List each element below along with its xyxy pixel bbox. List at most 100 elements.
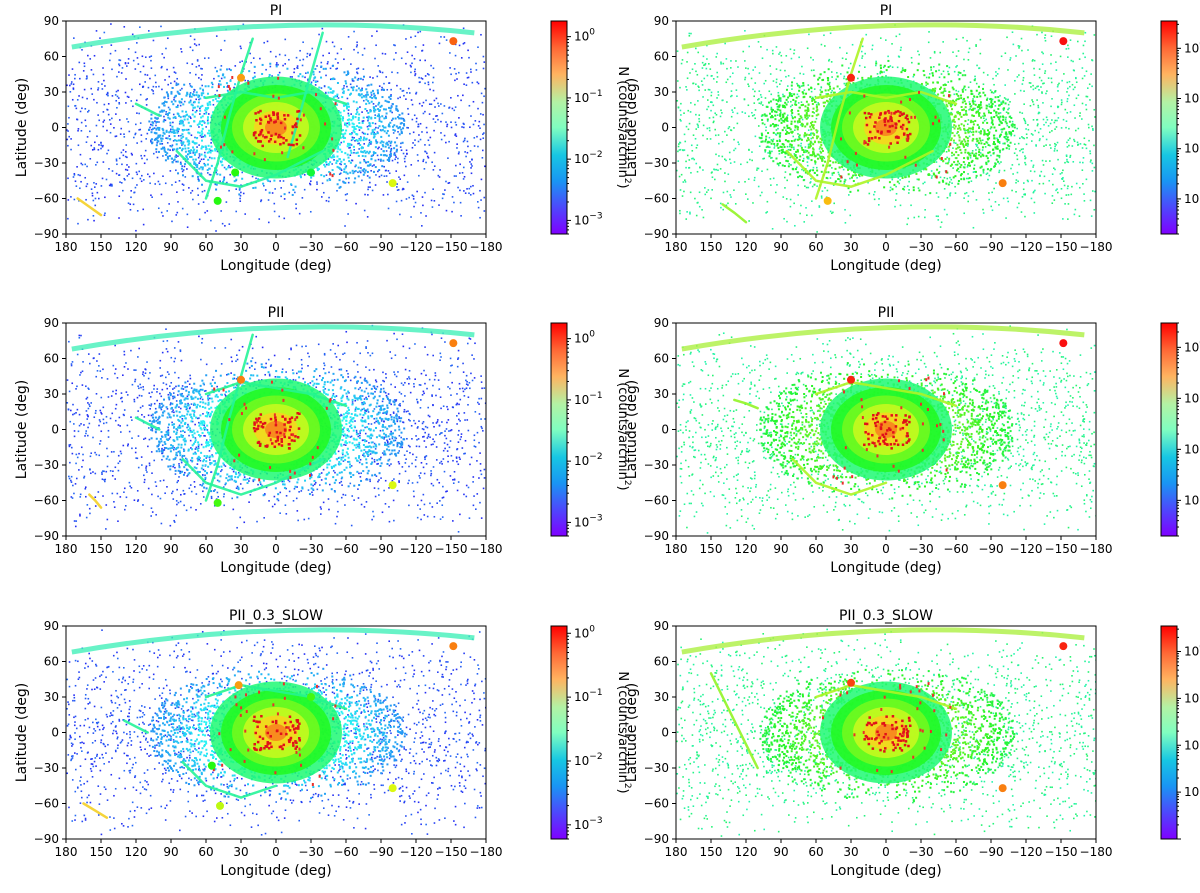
satellite-hotspot: [449, 339, 458, 348]
x-tick-label: 60: [808, 542, 823, 556]
colorbar-tick-label: 10−3: [574, 816, 603, 832]
satellite-hotspot: [237, 375, 245, 384]
y-tick-label: 30: [654, 387, 669, 401]
satellite-hotspot: [388, 784, 397, 793]
x-tick-label: 0: [272, 542, 280, 556]
colorbar-tick-label: 10−1: [1184, 90, 1200, 106]
x-tick-label: 120: [735, 542, 758, 556]
y-tick-label: 0: [661, 726, 669, 740]
x-tick-label: −30: [908, 240, 933, 254]
colorbar: [550, 20, 568, 235]
y-tick-label: −60: [644, 797, 669, 811]
panel-title: PI: [270, 3, 283, 19]
y-tick-label: 30: [44, 690, 59, 704]
y-tick-label: −60: [644, 192, 669, 206]
colorbar-tick-label: 100: [574, 330, 595, 346]
colorbar-tick-label: 10−1: [574, 89, 603, 105]
y-tick-label: −60: [34, 797, 59, 811]
satellite-hotspot: [823, 196, 832, 205]
x-tick-label: −60: [333, 240, 358, 254]
satellite-hotspot: [234, 681, 243, 690]
colorbar-label: N (counts/arcmin2): [615, 671, 632, 793]
stream: [204, 333, 254, 502]
stream: [88, 493, 103, 509]
x-tick-label: 90: [773, 542, 788, 556]
x-tick-label: −90: [368, 542, 393, 556]
density-map: [676, 22, 1096, 233]
x-axis-label: Longitude (deg): [220, 560, 331, 576]
stream: [814, 683, 958, 711]
colorbar-tick-label: 10−3: [1184, 783, 1200, 799]
x-tick-label: −60: [333, 542, 358, 556]
satellite-hotspot: [237, 73, 245, 82]
x-tick-label: −120: [1010, 845, 1043, 859]
panel-title: PII_0.3_SLOW: [839, 608, 933, 624]
x-tick-label: 0: [882, 240, 890, 254]
x-tick-label: 30: [843, 542, 858, 556]
x-tick-label: −60: [943, 542, 968, 556]
x-tick-label: 90: [163, 542, 178, 556]
x-tick-label: 0: [272, 240, 280, 254]
colorbar: [1160, 625, 1178, 840]
x-tick-label: −180: [470, 542, 503, 556]
panel-5: PII_0.3_SLOW 180 150 120 90 60 30 0 −30 −60 −90 −12…: [14, 608, 632, 879]
stream: [721, 203, 748, 224]
x-axis-label: Longitude (deg): [220, 863, 331, 879]
x-tick-label: 180: [665, 845, 688, 859]
x-tick-label: 90: [773, 240, 788, 254]
satellite-hotspot: [307, 168, 315, 177]
colorbar-tick-label: 100: [574, 28, 595, 44]
x-tick-label: −150: [435, 845, 468, 859]
stream: [791, 457, 888, 496]
x-tick-label: 0: [882, 542, 890, 556]
stream: [134, 102, 161, 117]
x-tick-label: 150: [700, 240, 723, 254]
panel-6: PII_0.3_SLOW 180 150 120 90 60 30 0 −30 −60 −90 −12…: [624, 608, 1200, 879]
stream: [709, 672, 759, 770]
colorbar: [550, 625, 568, 840]
x-tick-label: −180: [1080, 845, 1113, 859]
x-tick-label: −90: [978, 240, 1003, 254]
x-tick-label: 30: [233, 240, 248, 254]
y-tick-label: 90: [654, 619, 669, 633]
x-tick-label: 60: [198, 240, 213, 254]
stream: [814, 37, 864, 200]
x-tick-label: −90: [978, 845, 1003, 859]
y-tick-label: −30: [644, 458, 669, 472]
stream: [181, 457, 324, 496]
x-tick-label: 150: [90, 240, 113, 254]
x-axis-label: Longitude (deg): [220, 258, 331, 274]
y-axis-label: Latitude (deg): [624, 78, 640, 177]
satellite-hotspot: [998, 481, 1007, 490]
x-tick-label: −180: [1080, 542, 1113, 556]
panel-4: PII 180 150 120 90 60 30 0 −30 −60 −90 −120 −150 −180…: [624, 305, 1200, 576]
y-tick-label: −90: [644, 227, 669, 241]
colorbar: [1160, 322, 1178, 537]
y-tick-label: −90: [34, 529, 59, 543]
satellite-hotspot: [388, 481, 397, 490]
x-tick-label: 180: [55, 240, 78, 254]
satellite-hotspot: [231, 168, 240, 177]
x-tick-label: 60: [198, 542, 213, 556]
colorbar-tick-label: 10−3: [574, 211, 603, 227]
stream: [286, 31, 324, 159]
x-tick-label: 90: [163, 845, 178, 859]
y-tick-label: 30: [44, 85, 59, 99]
satellite-hotspot: [998, 784, 1007, 793]
colorbar-tick-label: 10−1: [574, 688, 603, 704]
x-tick-label: 30: [233, 542, 248, 556]
y-tick-label: −90: [644, 832, 669, 846]
stream: [814, 90, 958, 106]
stream: [82, 802, 109, 819]
satellite-hotspot: [1059, 339, 1068, 348]
y-tick-label: 0: [661, 121, 669, 135]
satellite-hotspot: [998, 179, 1007, 188]
y-tick-label: −90: [644, 529, 669, 543]
y-tick-label: −30: [34, 761, 59, 775]
x-tick-label: 150: [90, 542, 113, 556]
x-tick-label: 30: [233, 845, 248, 859]
x-axis-label: Longitude (deg): [830, 863, 941, 879]
density-map: [66, 627, 486, 836]
y-tick-label: 90: [44, 316, 59, 330]
